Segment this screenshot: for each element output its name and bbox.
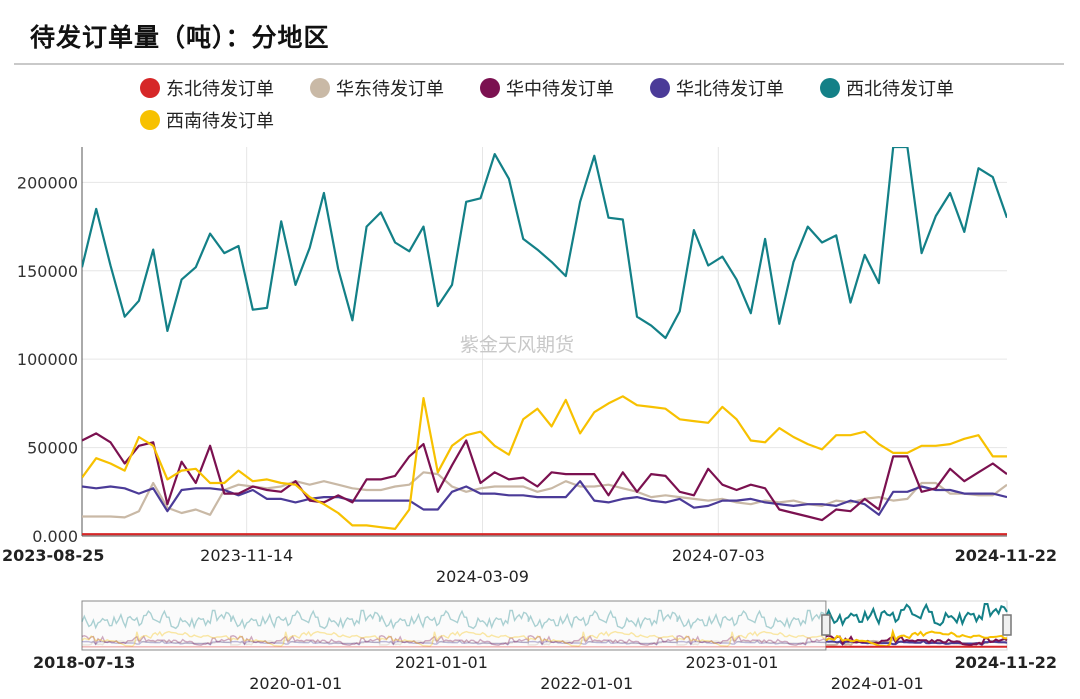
legend-swatch-icon [140,110,160,130]
x-tick-label: 2024-07-03 [672,546,765,565]
legend-label: 华北待发订单 [676,79,784,100]
legend-label: 华中待发订单 [506,79,614,100]
y-tick-label: 150000 [17,262,78,281]
legend-label: 西北待发订单 [846,79,954,100]
watermark: 紫金天风期货 [460,334,575,356]
legend-swatch-icon [480,78,500,98]
chart-series [82,147,1007,536]
legend-label: 西南待发订单 [166,111,274,132]
legend-item[interactable]: 华北待发订单 [650,75,784,101]
legend-swatch-icon [310,78,330,98]
navigator-label: 2024-11-22 [955,653,1057,672]
series-line [82,432,1007,522]
legend-item[interactable]: 西南待发订单 [140,107,274,133]
legend-swatch-icon [820,78,840,98]
navigator-label: 2020-01-01 [249,674,342,693]
navigator-unselected-area [81,600,827,651]
navigator-history-series [82,639,827,646]
legend-item[interactable]: 华中待发订单 [480,75,614,101]
chart-grid [82,147,1007,536]
navigator-label: 2023-01-01 [685,653,778,672]
legend-item[interactable]: 东北待发订单 [140,75,274,101]
x-tick-label: 2023-11-14 [200,546,293,565]
chart-labels: 0.000 50000 100000 150000 200000 2023-08-25 20… [2,173,1057,586]
x-tick-label: 2024-11-22 [955,546,1057,565]
navigator-label: 2022-01-01 [540,674,633,693]
navigator-history-series [81,609,827,630]
title-divider [14,63,1064,65]
y-tick-label: 200000 [17,173,78,192]
page-title: 待发订单量（吨）：分地区 [30,23,330,52]
series-line [82,147,1007,340]
x-tick-label: 2024-03-09 [436,567,529,586]
legend-item[interactable]: 华东待发订单 [310,75,444,101]
navigator-handle[interactable] [821,614,831,636]
navigator-label: 2024-01-01 [831,674,924,693]
legend-label: 东北待发订单 [166,79,274,100]
y-tick-label: 50000 [27,439,78,458]
navigator-series [824,602,1008,627]
navigator-history-series [81,639,827,646]
navigator-label: 2018-07-13 [33,653,135,672]
navigator-series [825,628,1007,648]
x-tick-label: 2023-08-25 [2,546,104,565]
chart-axes [81,147,1007,537]
navigator-label: 2021-01-01 [395,653,488,672]
range-navigator: 2018-07-13 2021-01-01 2023-01-01 2024-11-22… [33,600,1057,693]
navigator-handle[interactable] [1002,614,1012,636]
navigator-series [825,634,1008,647]
legend-swatch-icon [140,78,160,98]
navigator-history-series [81,634,827,646]
y-tick-label: 100000 [17,350,78,369]
series-line [82,395,1007,531]
navigator-history-series [81,630,826,647]
legend-swatch-icon [650,78,670,98]
legend-item[interactable]: 西北待发订单 [820,75,954,101]
y-tick-label: 0.000 [32,527,78,546]
legend-label: 华东待发订单 [336,79,444,100]
